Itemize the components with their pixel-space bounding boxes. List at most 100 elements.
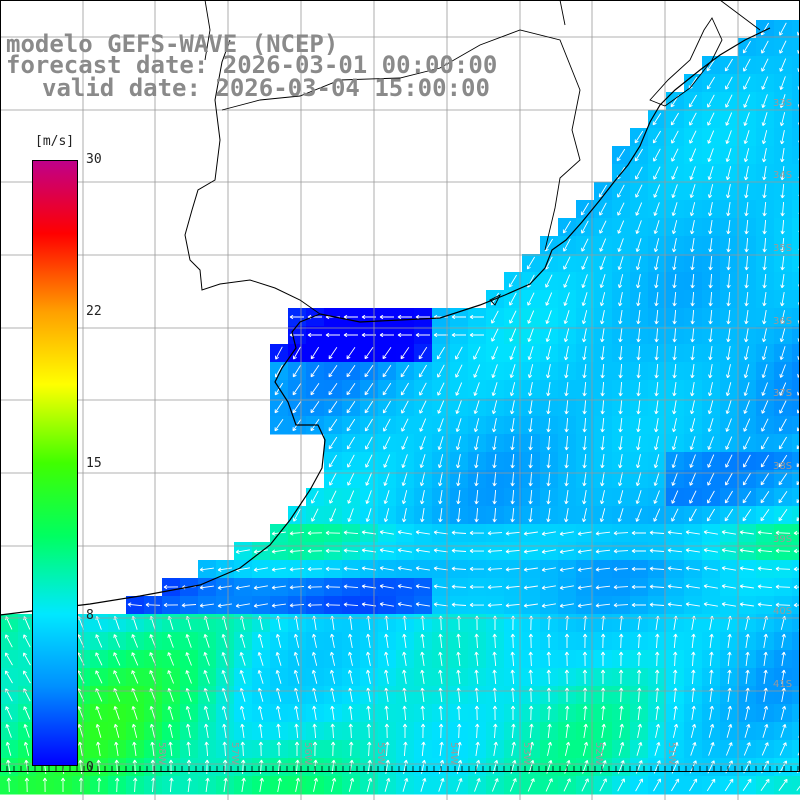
wind-arrow — [762, 166, 767, 181]
wind-arrow — [689, 400, 695, 415]
wind-arrow — [271, 603, 286, 608]
wind-arrow — [365, 669, 371, 684]
wind-arrow — [600, 651, 606, 666]
wind-arrow — [132, 741, 137, 756]
wind-arrow — [617, 274, 624, 289]
wind-arrow — [78, 741, 83, 756]
wind-arrow — [199, 603, 214, 608]
wind-arrow — [509, 310, 517, 324]
wind-arrow — [257, 633, 264, 648]
wind-arrow — [221, 633, 228, 648]
wind-arrow — [365, 472, 373, 486]
wind-arrow — [689, 454, 696, 468]
coastline — [0, 0, 771, 616]
wind-arrow — [199, 567, 214, 572]
wind-arrow — [673, 651, 678, 667]
wind-arrow — [635, 256, 642, 271]
wind-arrow — [780, 219, 785, 235]
wind-arrow — [688, 94, 697, 108]
wind-arrow — [690, 291, 695, 307]
wind-arrow — [689, 148, 697, 162]
wind-arrow — [761, 418, 769, 432]
wind-arrow — [221, 652, 228, 666]
wind-arrow — [469, 548, 485, 554]
wind-arrow — [742, 778, 752, 792]
wind-arrow — [402, 777, 409, 792]
wind-arrow — [330, 705, 335, 720]
wind-arrow — [637, 687, 642, 703]
wind-arrow — [600, 346, 605, 361]
wind-arrow — [726, 328, 731, 343]
wind-arrow — [599, 508, 606, 523]
wind-arrow — [724, 778, 734, 792]
wind-arrow — [545, 328, 552, 343]
coastline-argentina — [0, 313, 326, 616]
lagoon-mirim — [649, 17, 723, 107]
wind-arrow — [365, 651, 371, 666]
wind-cell — [792, 92, 800, 111]
wind-arrow — [545, 274, 553, 288]
wind-arrow — [709, 705, 714, 720]
wind-arrow — [739, 548, 754, 553]
wind-arrow — [689, 220, 695, 235]
lat-label: 40S — [773, 606, 792, 617]
wind-arrow — [761, 328, 767, 343]
wind-arrow — [258, 723, 263, 738]
wind-arrow — [527, 310, 535, 324]
wind-arrow — [580, 202, 589, 216]
wind-arrow — [781, 651, 786, 666]
wind-arrow — [365, 490, 372, 504]
wind-arrow — [564, 364, 569, 379]
wind-arrow — [4, 652, 13, 666]
wind-arrow — [401, 418, 409, 432]
wind-arrow — [438, 633, 443, 649]
wind-arrow — [456, 705, 461, 721]
wind-arrow — [253, 567, 268, 572]
wind-cell — [792, 128, 800, 147]
wind-arrow — [599, 292, 606, 307]
wind-arrow — [743, 148, 750, 163]
wind-arrow — [487, 549, 503, 554]
wind-arrow — [582, 472, 587, 487]
wind-arrow — [671, 436, 678, 451]
wind-arrow — [366, 777, 373, 792]
wind-arrow — [563, 292, 570, 306]
wind-arrow — [492, 669, 497, 685]
wind-arrow — [203, 652, 210, 666]
wind-arrow — [653, 472, 660, 487]
wind-arrow — [689, 202, 696, 217]
wind-arrow — [415, 332, 430, 338]
wind-arrow — [601, 723, 606, 738]
wind-arrow — [24, 777, 30, 793]
wind-arrow — [402, 633, 407, 648]
wind-arrow — [793, 530, 800, 536]
wind-arrow — [649, 530, 665, 535]
wind-arrow — [382, 364, 392, 378]
wind-arrow — [691, 651, 696, 667]
wind-arrow — [583, 705, 588, 721]
wind-arrow — [275, 651, 282, 666]
wind-arrow — [528, 507, 533, 523]
wind-arrow — [721, 530, 736, 535]
wind-arrow — [708, 291, 713, 307]
wind-arrow — [671, 166, 679, 180]
wind-arrow — [672, 723, 679, 738]
wind-arrow — [706, 58, 716, 72]
wind-arrow — [330, 777, 337, 792]
wind-arrow — [469, 566, 485, 572]
wind-arrow — [654, 381, 659, 397]
wind-arrow — [510, 669, 515, 685]
wind-arrow — [541, 603, 556, 608]
wind-arrow — [438, 651, 443, 666]
wind-arrow — [274, 418, 284, 432]
wind-arrow — [379, 602, 394, 607]
wind-cell — [792, 452, 800, 471]
wind-arrow — [505, 531, 521, 536]
wind-arrow — [528, 669, 533, 685]
wind-arrow — [743, 76, 751, 90]
wind-arrow — [760, 472, 770, 486]
wind-arrow — [420, 508, 425, 523]
wind-arrow — [559, 549, 574, 554]
wind-arrow — [131, 706, 138, 720]
wind-arrow — [721, 566, 736, 571]
